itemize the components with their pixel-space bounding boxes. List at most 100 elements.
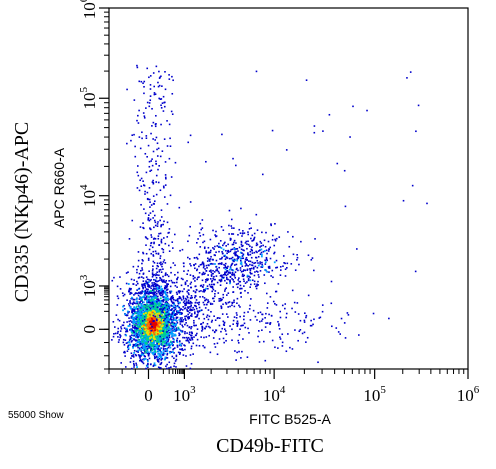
event-dot — [253, 251, 256, 254]
event-dot — [165, 341, 168, 344]
event-dot — [177, 276, 179, 279]
event-dot — [245, 240, 248, 243]
event-dot — [160, 315, 162, 318]
event-dot — [148, 307, 150, 310]
event-dot — [153, 237, 156, 240]
event-dot — [153, 291, 155, 294]
event-dot — [236, 259, 239, 262]
event-dot — [279, 265, 282, 268]
event-dot — [185, 315, 188, 317]
event-dot — [152, 364, 155, 367]
event-dot — [195, 295, 197, 297]
event-dot — [234, 264, 236, 266]
event-dot — [240, 241, 243, 244]
event-dot — [165, 300, 168, 303]
event-dot — [154, 322, 157, 324]
event-dot — [235, 242, 237, 244]
event-dot — [202, 241, 204, 244]
event-dot — [160, 240, 163, 243]
event-dot — [267, 250, 270, 252]
event-dot — [194, 301, 197, 304]
event-dot — [216, 342, 219, 345]
event-dot — [156, 328, 159, 331]
event-dot — [135, 305, 138, 308]
event-dot — [140, 291, 142, 294]
event-dot — [118, 339, 120, 341]
event-dot — [233, 305, 236, 308]
event-dot — [135, 302, 137, 305]
event-dot — [259, 270, 262, 272]
event-dot — [129, 300, 131, 302]
event-dot — [163, 329, 166, 331]
event-dot — [285, 316, 288, 319]
event-dot — [226, 294, 228, 296]
event-dot — [152, 351, 155, 354]
event-dot — [169, 323, 172, 325]
event-dot — [133, 323, 136, 326]
event-dot — [204, 268, 206, 270]
event-dot — [146, 365, 149, 368]
event-dot — [205, 251, 208, 254]
event-dot — [169, 344, 172, 346]
event-dot — [178, 332, 180, 335]
event-dot — [249, 279, 252, 282]
event-dot — [162, 290, 165, 292]
event-dot — [125, 272, 128, 274]
event-dot — [144, 292, 146, 295]
event-dot — [155, 302, 157, 304]
event-dot — [196, 268, 199, 271]
event-dot — [138, 347, 141, 350]
event-dot — [164, 291, 167, 294]
event-dot — [163, 309, 165, 312]
event-dot — [171, 334, 174, 337]
event-dot — [139, 302, 141, 304]
event-dot — [179, 249, 181, 252]
event-dot — [244, 282, 247, 284]
event-dot — [169, 145, 172, 148]
event-dot — [240, 248, 243, 251]
event-dot — [158, 314, 161, 317]
event-dot — [137, 314, 140, 317]
event-dot — [154, 345, 156, 348]
event-dot — [165, 177, 167, 180]
event-dot — [211, 285, 214, 288]
event-dot — [208, 334, 210, 337]
event-dot — [148, 105, 151, 108]
event-dot — [147, 353, 150, 356]
event-dot — [148, 293, 150, 295]
event-dot — [142, 327, 144, 330]
event-dot — [222, 320, 225, 323]
event-dot — [137, 351, 139, 353]
event-dot — [166, 333, 169, 336]
y-instrument-label: APC R660-A — [51, 147, 67, 228]
event-dot — [161, 280, 163, 282]
event-dot — [165, 324, 168, 327]
event-dot — [156, 142, 159, 145]
event-dot — [135, 344, 138, 347]
event-dot — [179, 296, 181, 299]
event-dot — [203, 240, 206, 243]
event-dot — [232, 323, 234, 325]
event-dot — [224, 266, 227, 269]
event-dot — [145, 349, 148, 352]
event-dot — [147, 304, 150, 307]
event-dot — [128, 303, 130, 305]
event-dot — [124, 366, 127, 368]
event-dot — [161, 343, 164, 346]
event-dot — [160, 314, 163, 317]
event-dot — [166, 329, 169, 332]
event-dot — [198, 310, 201, 312]
event-dot — [235, 268, 238, 271]
event-dot — [217, 263, 220, 265]
event-dot — [231, 339, 233, 342]
event-dot — [139, 357, 141, 359]
event-dot — [246, 281, 248, 283]
event-dot — [176, 316, 179, 319]
event-dot — [157, 334, 160, 337]
event-dot — [180, 277, 183, 280]
event-dot — [240, 296, 242, 298]
event-dot — [153, 318, 156, 321]
event-dot — [179, 309, 181, 311]
event-dot — [136, 328, 138, 330]
event-dot — [149, 212, 152, 214]
